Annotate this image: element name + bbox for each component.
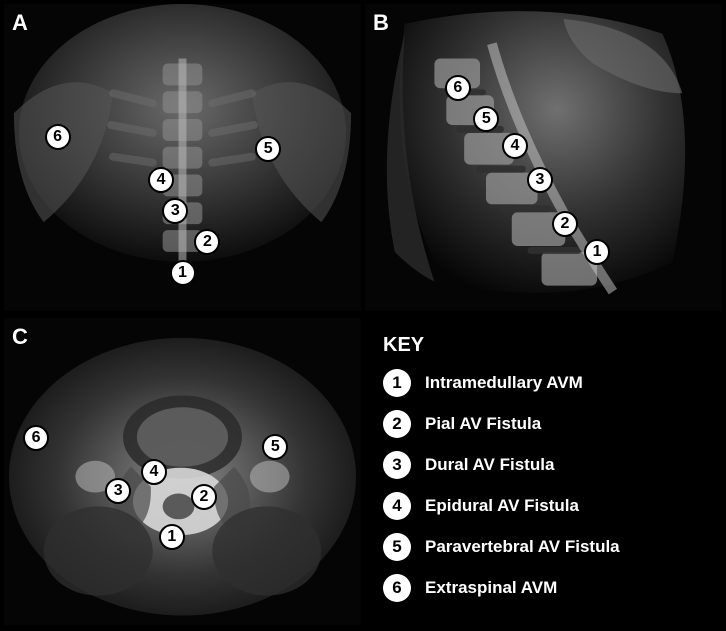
key-row-1: 1 Intramedullary AVM (383, 369, 704, 397)
panel-b-label: B (373, 10, 389, 36)
marker-a-2: 2 (194, 229, 220, 255)
key-badge-6: 6 (383, 574, 411, 602)
key-row-2: 2 Pial AV Fistula (383, 410, 704, 438)
key-badge-5: 5 (383, 533, 411, 561)
key-label-3: Dural AV Fistula (425, 455, 554, 475)
key-label-4: Epidural AV Fistula (425, 496, 579, 516)
panel-a-label: A (12, 10, 28, 36)
marker-b-4: 4 (502, 133, 528, 159)
marker-b-3: 3 (527, 167, 553, 193)
marker-a-6: 6 (45, 124, 71, 150)
key-badge-2: 2 (383, 410, 411, 438)
panel-c-label: C (12, 324, 28, 350)
marker-b-6: 6 (445, 75, 471, 101)
marker-a-3: 3 (162, 198, 188, 224)
key-label-5: Paravertebral AV Fistula (425, 537, 620, 557)
panel-c: C (4, 318, 361, 628)
marker-b-5: 5 (473, 106, 499, 132)
key-badge-1: 1 (383, 369, 411, 397)
marker-a-5: 5 (255, 136, 281, 162)
marker-a-4: 4 (148, 167, 174, 193)
marker-c-5: 5 (262, 434, 288, 460)
marker-c-1: 1 (159, 524, 185, 550)
key-label-1: Intramedullary AVM (425, 373, 583, 393)
key-row-5: 5 Paravertebral AV Fistula (383, 533, 704, 561)
mri-axial-icon (4, 318, 361, 625)
marker-b-1: 1 (584, 239, 610, 265)
marker-c-6: 6 (23, 425, 49, 451)
key-label-6: Extraspinal AVM (425, 578, 557, 598)
marker-c-4: 4 (141, 459, 167, 485)
marker-a-1: 1 (170, 260, 196, 286)
key-list: 1 Intramedullary AVM 2 Pial AV Fistula 3 Dura… (383, 369, 704, 602)
key-label-2: Pial AV Fistula (425, 414, 541, 434)
key-panel: KEY 1 Intramedullary AVM 2 Pial AV Fistula 3… (365, 318, 722, 628)
panel-b: B (365, 4, 722, 314)
marker-c-3: 3 (105, 478, 131, 504)
key-row-6: 6 Extraspinal AVM (383, 574, 704, 602)
key-row-3: 3 Dural AV Fistula (383, 451, 704, 479)
marker-b-2: 2 (552, 211, 578, 237)
key-row-4: 4 Epidural AV Fistula (383, 492, 704, 520)
marker-c-2: 2 (191, 484, 217, 510)
key-title: KEY (383, 334, 704, 357)
key-badge-3: 3 (383, 451, 411, 479)
figure-grid: A (0, 0, 726, 631)
panel-a: A (4, 4, 361, 314)
mri-sagittal-icon (365, 4, 722, 311)
key-badge-4: 4 (383, 492, 411, 520)
